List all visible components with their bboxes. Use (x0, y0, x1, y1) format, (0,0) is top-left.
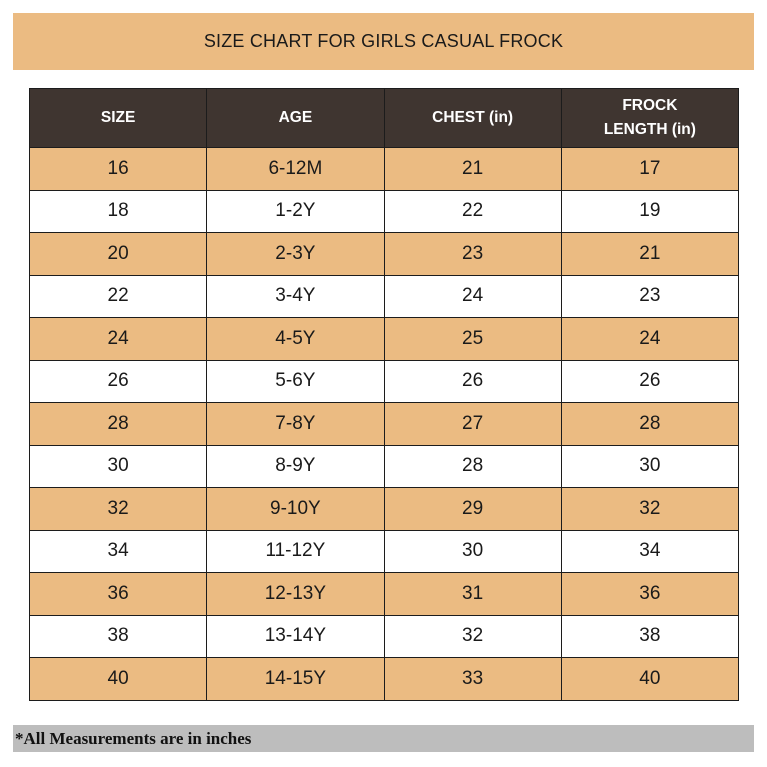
cell-size: 28 (28, 402, 208, 446)
cell-age: 5-6Y (206, 359, 385, 403)
cell-chest: 25 (383, 317, 562, 361)
cell-size: 32 (28, 487, 208, 531)
cell-chest: 23 (383, 232, 562, 276)
cell-length: 28 (560, 402, 740, 446)
cell-size: 30 (28, 444, 208, 488)
table-header-row: SIZE AGE CHEST (in) FROCK LENGTH (in) (28, 88, 740, 148)
cell-size: 38 (28, 614, 208, 658)
cell-age: 4-5Y (206, 317, 385, 361)
cell-age: 7-8Y (206, 402, 385, 446)
table-row: 20 2-3Y 23 21 (28, 232, 740, 276)
size-chart-table: SIZE AGE CHEST (in) FROCK LENGTH (in) 16… (28, 88, 740, 701)
cell-size: 36 (28, 572, 208, 616)
cell-chest: 28 (383, 444, 562, 488)
chart-title: SIZE CHART FOR GIRLS CASUAL FROCK (13, 13, 754, 70)
cell-length: 38 (560, 614, 740, 658)
cell-size: 26 (28, 359, 208, 403)
cell-chest: 31 (383, 572, 562, 616)
table-row: 18 1-2Y 22 19 (28, 189, 740, 233)
cell-age: 13-14Y (206, 614, 385, 658)
cell-size: 40 (28, 657, 208, 701)
cell-age: 2-3Y (206, 232, 385, 276)
table-row: 30 8-9Y 28 30 (28, 444, 740, 488)
table-row: 16 6-12M 21 17 (28, 147, 740, 191)
footer-note: *All Measurements are in inches (13, 725, 754, 752)
cell-length: 30 (560, 444, 740, 488)
table-row: 38 13-14Y 32 38 (28, 614, 740, 658)
header-chest: CHEST (in) (383, 88, 562, 148)
cell-chest: 26 (383, 359, 562, 403)
cell-chest: 22 (383, 189, 562, 233)
table-row: 24 4-5Y 25 24 (28, 317, 740, 361)
cell-size: 34 (28, 529, 208, 573)
cell-length: 21 (560, 232, 740, 276)
cell-length: 26 (560, 359, 740, 403)
cell-size: 22 (28, 274, 208, 318)
cell-chest: 21 (383, 147, 562, 191)
cell-length: 24 (560, 317, 740, 361)
cell-age: 14-15Y (206, 657, 385, 701)
table-row: 26 5-6Y 26 26 (28, 359, 740, 403)
cell-length: 32 (560, 487, 740, 531)
cell-length: 23 (560, 274, 740, 318)
cell-age: 3-4Y (206, 274, 385, 318)
cell-chest: 24 (383, 274, 562, 318)
table-row: 40 14-15Y 33 40 (28, 657, 740, 701)
header-size: SIZE (28, 88, 208, 148)
cell-size: 18 (28, 189, 208, 233)
cell-length: 34 (560, 529, 740, 573)
cell-length: 17 (560, 147, 740, 191)
cell-size: 20 (28, 232, 208, 276)
cell-age: 6-12M (206, 147, 385, 191)
cell-age: 9-10Y (206, 487, 385, 531)
cell-size: 16 (28, 147, 208, 191)
table-body: 16 6-12M 21 17 18 1-2Y 22 19 20 2-3Y 23 21 22 3-4Y 24 2… (28, 147, 740, 701)
table-row: 28 7-8Y 27 28 (28, 402, 740, 446)
header-frock-length-line1: FROCK (622, 97, 678, 114)
cell-chest: 27 (383, 402, 562, 446)
cell-chest: 32 (383, 614, 562, 658)
cell-age: 8-9Y (206, 444, 385, 488)
table-row: 22 3-4Y 24 23 (28, 274, 740, 318)
table-row: 34 11-12Y 30 34 (28, 529, 740, 573)
cell-length: 36 (560, 572, 740, 616)
cell-chest: 30 (383, 529, 562, 573)
cell-length: 19 (560, 189, 740, 233)
cell-size: 24 (28, 317, 208, 361)
cell-age: 12-13Y (206, 572, 385, 616)
cell-chest: 29 (383, 487, 562, 531)
table-row: 36 12-13Y 31 36 (28, 572, 740, 616)
cell-age: 1-2Y (206, 189, 385, 233)
cell-age: 11-12Y (206, 529, 385, 573)
header-age: AGE (206, 88, 385, 148)
header-frock-length-line2: LENGTH (in) (603, 121, 696, 138)
header-frock-length: FROCK LENGTH (in) (560, 88, 740, 148)
table-row: 32 9-10Y 29 32 (28, 487, 740, 531)
cell-chest: 33 (383, 657, 562, 701)
cell-length: 40 (560, 657, 740, 701)
